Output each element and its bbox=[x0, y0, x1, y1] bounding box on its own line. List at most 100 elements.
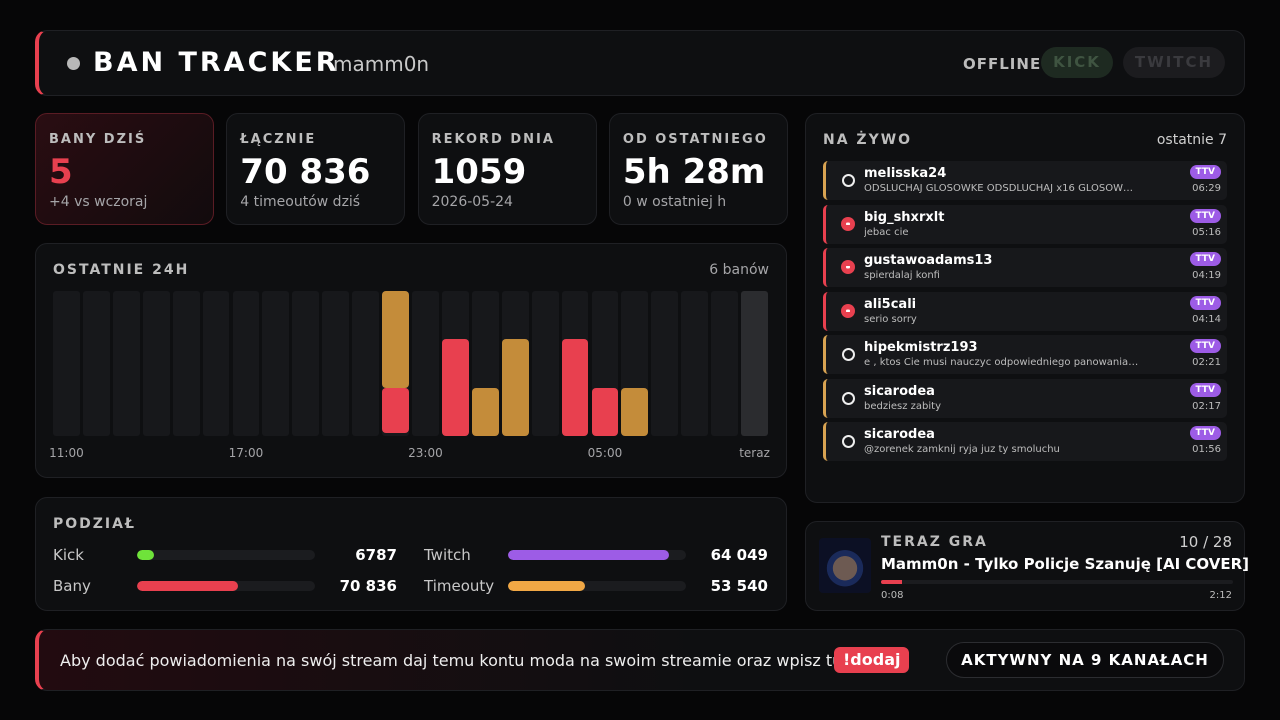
platform-badge: TTV bbox=[1189, 382, 1221, 397]
stat-card: REKORD DNIA 1059 2026-05-24 bbox=[417, 113, 597, 225]
bar-segment bbox=[382, 291, 409, 388]
header: BAN TRACKER mamm0n OFFLINE KICK TWITCH bbox=[35, 30, 1245, 96]
now-playing-label: TERAZ GRA bbox=[881, 534, 988, 550]
x-tick-label: 05:00 bbox=[587, 446, 623, 460]
live-entry: sicarodea @zorenek zamknij ryja juz ty sm… bbox=[823, 422, 1227, 461]
breakdown-bar bbox=[508, 550, 669, 560]
bar-segment bbox=[621, 387, 649, 436]
breakdown-bar bbox=[137, 581, 239, 591]
breakdown-value: 6787 bbox=[355, 546, 397, 564]
stat-note: 0 w ostatniej h bbox=[622, 194, 727, 210]
breakdown-name: Twitch bbox=[424, 546, 471, 564]
stat-value: 1059 bbox=[431, 152, 527, 192]
stat-note: 2026-05-24 bbox=[431, 194, 513, 210]
stat-label: REKORD DNIA bbox=[431, 132, 555, 147]
channel-name: mamm0n bbox=[333, 52, 430, 76]
platform-button[interactable]: TWITCH bbox=[1123, 47, 1225, 78]
stat-value: 5 bbox=[49, 152, 73, 192]
bar-segment bbox=[382, 387, 409, 433]
stat-label: OD OSTATNIEGO bbox=[622, 132, 768, 147]
platform-badge: TTV bbox=[1189, 295, 1221, 310]
footer-text: Aby dodać powiadomienia na swój stream d… bbox=[60, 651, 843, 670]
breakdown-title: PODZIAŁ bbox=[53, 516, 136, 532]
breakdown-track bbox=[508, 550, 686, 560]
ban-icon bbox=[841, 216, 855, 231]
breakdown-bar bbox=[137, 550, 155, 560]
bar-segment bbox=[471, 387, 499, 436]
ban-icon bbox=[841, 260, 855, 274]
live-message: spierdalaj konfi bbox=[864, 270, 940, 281]
timeout-icon bbox=[842, 391, 855, 405]
stat-value: 70 836 bbox=[240, 152, 371, 192]
bar-track bbox=[352, 291, 380, 436]
playlist-position: 10 / 28 bbox=[1179, 533, 1232, 551]
breakdown-bar bbox=[508, 581, 585, 591]
stat-label: ŁĄCZNIE bbox=[240, 132, 317, 147]
live-panel: NA ŻYWO ostatnie 7 melisska24 ODSLUCHAJ GLO… bbox=[805, 113, 1245, 503]
live-message: @zorenek zamknij ryja juz ty smoluchu bbox=[864, 444, 1060, 455]
bar-segment bbox=[561, 339, 589, 436]
status-label: OFFLINE bbox=[963, 55, 1042, 73]
live-time: 04:14 bbox=[1192, 313, 1221, 325]
live-time: 05:16 bbox=[1192, 226, 1221, 238]
status-dot bbox=[67, 57, 80, 70]
bar-segment bbox=[501, 339, 529, 436]
breakdown-value: 70 836 bbox=[339, 577, 397, 595]
cover-art bbox=[819, 538, 871, 593]
command-badge: !dodaj bbox=[834, 647, 910, 673]
bar-track bbox=[681, 291, 709, 436]
stat-label: BANY DZIŚ bbox=[49, 132, 147, 147]
stat-card: OD OSTATNIEGO 5h 28m 0 w ostatniej h bbox=[608, 113, 788, 225]
live-message: serio sorry bbox=[864, 313, 917, 325]
chart-panel: OSTATNIE 24H 6 banów 11:00 17:00 23:00 05:00 t… bbox=[35, 243, 787, 478]
timeout-icon bbox=[842, 348, 855, 361]
live-time: 04:19 bbox=[1192, 270, 1221, 281]
live-user: big_shxrxlt bbox=[864, 209, 945, 225]
live-message: jebac cie bbox=[864, 226, 909, 238]
footer-panel: Aby dodać powiadomienia na swój stream d… bbox=[35, 629, 1245, 691]
progress-bar bbox=[881, 580, 903, 584]
breakdown-track bbox=[137, 550, 315, 560]
progress-track bbox=[881, 580, 1233, 584]
x-tick-label: 17:00 bbox=[228, 446, 264, 460]
live-user: sicarodea bbox=[864, 383, 935, 399]
bar-track bbox=[651, 291, 679, 436]
live-user: gustawoadams13 bbox=[864, 253, 993, 268]
live-user: melisska24 bbox=[864, 166, 947, 181]
bar-track bbox=[202, 291, 230, 436]
platform-button[interactable]: KICK bbox=[1041, 47, 1113, 78]
live-entry: ali5cali serio sorry TTV 04:14 bbox=[823, 291, 1227, 331]
bar-track bbox=[142, 291, 170, 436]
bar-segment bbox=[441, 339, 469, 436]
bar-track bbox=[711, 291, 739, 436]
x-tick-label: 11:00 bbox=[49, 446, 84, 460]
bar-track bbox=[112, 291, 140, 436]
active-channels-badge: AKTYWNY NA 9 KANAŁACH bbox=[946, 642, 1224, 678]
live-time: 01:56 bbox=[1192, 444, 1221, 455]
live-time: 06:29 bbox=[1192, 183, 1221, 194]
breakdown-value: 64 049 bbox=[710, 546, 768, 564]
duration-time: 2:12 bbox=[1209, 590, 1232, 601]
elapsed-time: 0:08 bbox=[881, 590, 904, 601]
chart-summary: 6 banów bbox=[709, 262, 769, 278]
stat-card: BANY DZIŚ 5 +4 vs wczoraj bbox=[35, 113, 214, 225]
stat-note: 4 timeoutów dziś bbox=[240, 194, 361, 210]
ban-icon bbox=[841, 303, 855, 318]
timeout-icon bbox=[842, 435, 855, 448]
live-message: bedziesz zabity bbox=[864, 400, 942, 412]
breakdown-name: Kick bbox=[53, 546, 84, 564]
bar-track bbox=[82, 291, 110, 436]
platform-badge: TTV bbox=[1189, 426, 1221, 440]
bar-segment bbox=[591, 387, 619, 436]
bar-track bbox=[172, 291, 200, 436]
stat-note: +4 vs wczoraj bbox=[49, 194, 148, 210]
breakdown-value: 53 540 bbox=[710, 577, 768, 595]
platform-badge: TTV bbox=[1189, 165, 1221, 179]
live-note: ostatnie 7 bbox=[1156, 132, 1227, 148]
live-time: 02:17 bbox=[1192, 400, 1221, 412]
bar-track bbox=[412, 291, 439, 436]
breakdown-track bbox=[137, 581, 315, 591]
bar-track bbox=[262, 291, 290, 436]
